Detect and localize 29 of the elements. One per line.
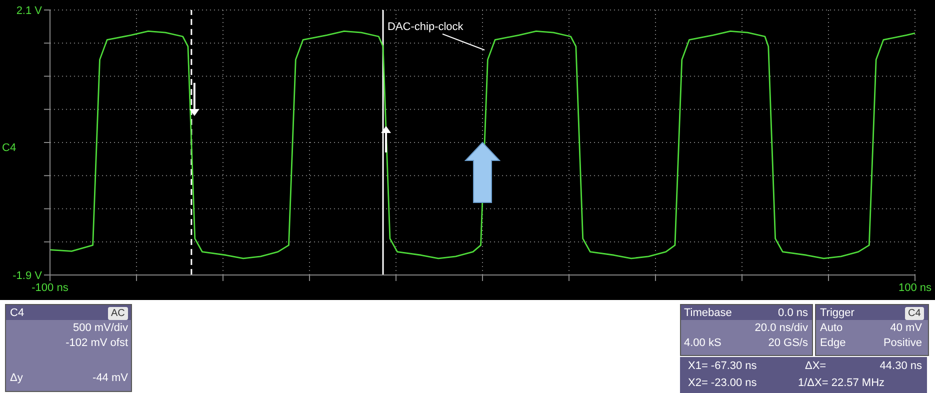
- text: 20 GS/s: [768, 337, 808, 350]
- x-tick-label: 100 ns: [898, 282, 932, 294]
- text: C4: [10, 307, 24, 320]
- text: Δy: [10, 372, 23, 385]
- text: ΔX=: [805, 360, 826, 373]
- text: 0.0 ns: [778, 307, 808, 320]
- text: 40 mV: [890, 322, 922, 335]
- y-tick-label: -1.9 V: [12, 270, 43, 282]
- text: -44 mV: [92, 372, 128, 385]
- text: Trigger: [820, 307, 854, 320]
- y-tick-label: 2.1 V: [16, 4, 43, 17]
- text: Timebase: [684, 307, 732, 320]
- text: C4: [905, 307, 924, 320]
- text: 1/ΔX= 22.57 MHz: [798, 377, 885, 390]
- x-tick-label: -100 ns: [32, 282, 69, 294]
- text: 20.0 ns/div: [754, 322, 808, 335]
- text: Auto: [820, 322, 843, 335]
- text: Positive: [883, 337, 922, 350]
- text: AC: [108, 307, 128, 320]
- text: C4: [2, 142, 16, 155]
- text: -102 mV ofst: [66, 337, 128, 350]
- text: 4.00 kS: [684, 337, 722, 350]
- text: Edge: [820, 337, 846, 350]
- text: 500 mV/div: [72, 322, 128, 335]
- annotation: DAC-chip-clock: [388, 21, 464, 33]
- line-series: [50, 30, 915, 260]
- text: 44.30 ns: [880, 360, 922, 373]
- text: X2= -23.00 ns: [688, 377, 757, 390]
- text: X1= -67.30 ns: [688, 360, 757, 373]
